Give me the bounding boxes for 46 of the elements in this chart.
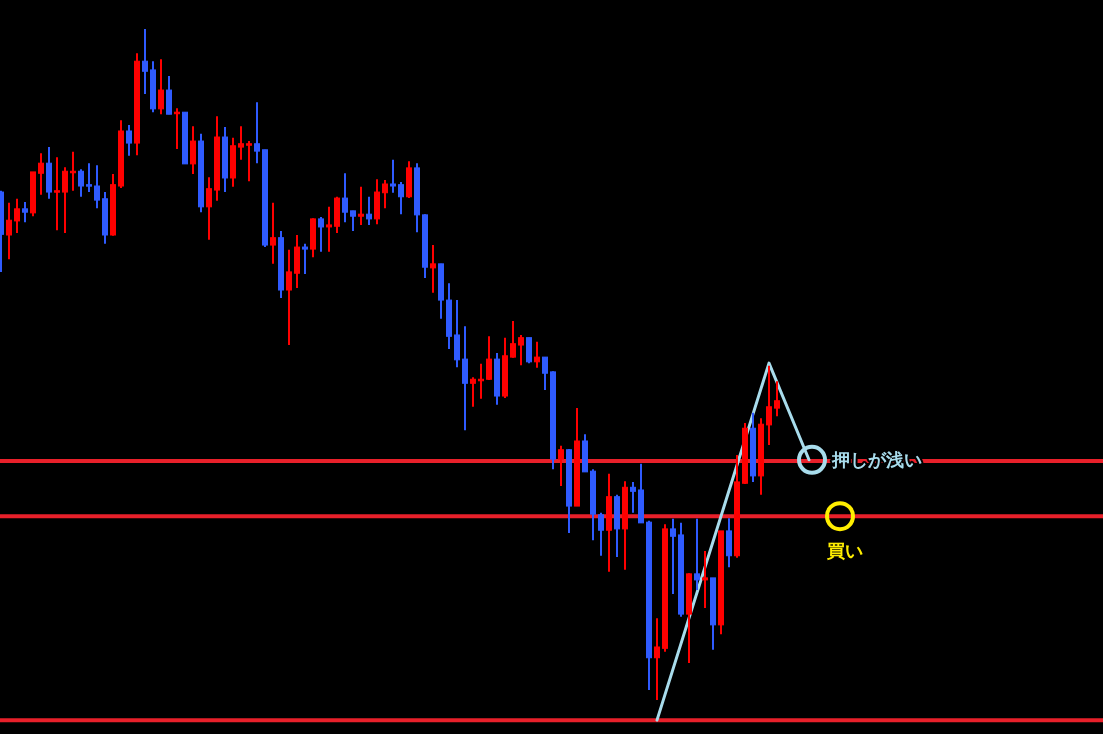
candlestick	[470, 376, 476, 408]
candlestick	[62, 166, 68, 234]
candlestick	[598, 511, 604, 557]
candlestick	[518, 333, 524, 367]
candlestick	[126, 123, 132, 157]
candlestick	[510, 319, 516, 359]
candlestick	[670, 517, 676, 595]
candlestick	[654, 617, 660, 701]
annotation: 買い	[826, 539, 863, 561]
candlestick	[190, 125, 196, 175]
candlestick	[774, 380, 780, 418]
candlestick	[246, 140, 252, 183]
candlestick	[382, 178, 388, 210]
candlestick	[142, 28, 148, 96]
candlestick	[542, 356, 548, 391]
candlestick	[342, 172, 348, 224]
candlestick	[366, 195, 372, 226]
candlestick	[54, 156, 60, 232]
candlestick	[302, 242, 308, 275]
candlestick	[398, 180, 404, 216]
candlestick	[358, 185, 364, 226]
candlestick	[286, 248, 292, 347]
candlestick	[534, 340, 540, 369]
candlestick	[86, 162, 92, 194]
candlestick	[326, 205, 332, 253]
candlestick	[206, 176, 212, 241]
candlestick	[430, 244, 436, 294]
candlestick	[94, 164, 100, 210]
candlestick	[390, 158, 396, 194]
candlestick	[38, 152, 44, 196]
candlestick	[694, 517, 700, 591]
candlestick	[558, 444, 564, 487]
candlestick	[238, 125, 244, 161]
candlestick	[78, 168, 84, 198]
candlestick	[158, 58, 164, 116]
candlestick	[318, 215, 324, 253]
candlestick	[270, 201, 276, 265]
candlestick	[350, 209, 356, 232]
candlestick	[22, 201, 28, 224]
candlestick	[14, 197, 20, 234]
candlestick	[254, 101, 260, 165]
candlestick	[486, 335, 492, 381]
candlestick	[766, 364, 772, 447]
candlestick	[702, 550, 708, 610]
candlestick	[630, 480, 636, 514]
candlestick	[6, 201, 12, 261]
